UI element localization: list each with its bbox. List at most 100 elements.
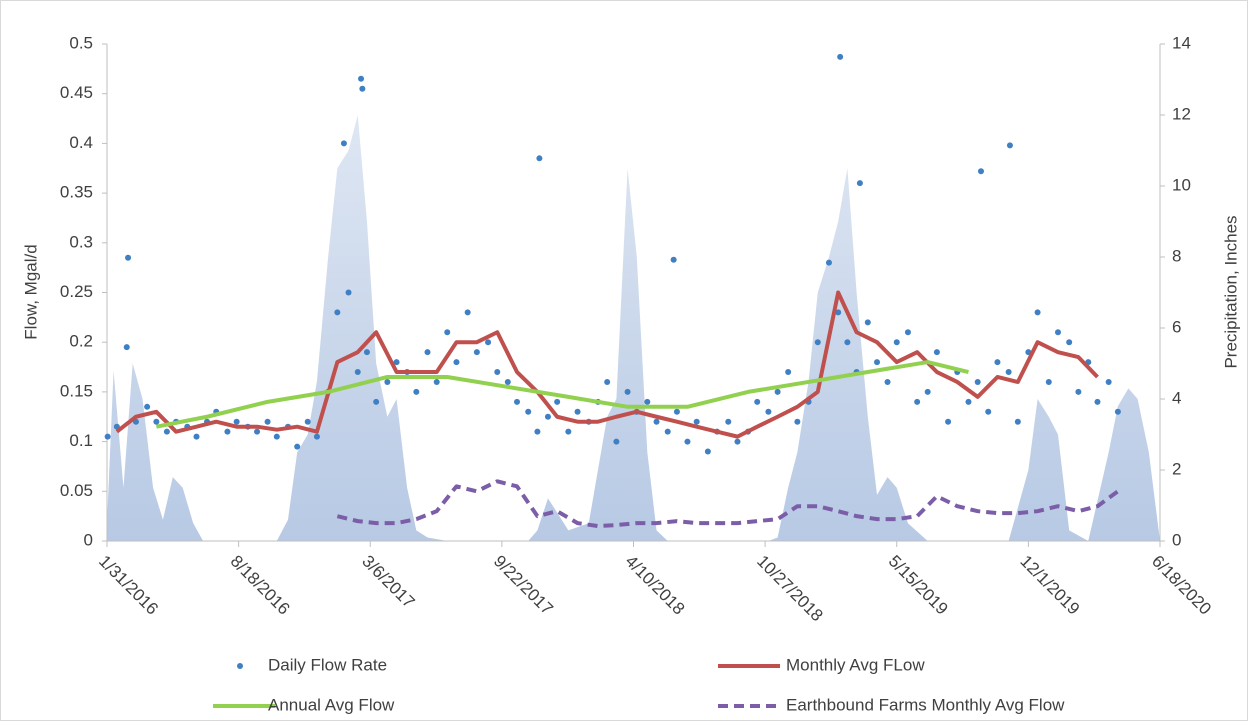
y2-tick-label: 0 — [1172, 530, 1181, 549]
flow-point — [393, 359, 400, 366]
flow-point — [874, 359, 881, 366]
y2-tick-label: 4 — [1172, 388, 1181, 407]
flow-point — [965, 398, 972, 405]
flow-point — [123, 344, 130, 351]
flow-point — [914, 398, 921, 405]
y2-tick-label: 2 — [1172, 459, 1181, 478]
precipitation-area — [107, 115, 1160, 541]
flow-point — [844, 339, 851, 346]
flow-point — [504, 378, 511, 385]
y2-tick-label: 10 — [1172, 175, 1191, 194]
flow-point — [514, 398, 521, 405]
flow-point — [125, 254, 132, 261]
flow-point — [294, 443, 301, 450]
flow-point — [565, 428, 572, 435]
flow-point — [856, 180, 863, 187]
flow-point — [924, 388, 931, 395]
flow-point — [264, 418, 271, 425]
flow-point — [613, 438, 620, 445]
series-line — [336, 479, 1120, 529]
flow-point — [734, 438, 741, 445]
flow-point — [835, 309, 842, 316]
flow-point — [1105, 378, 1112, 385]
flow-point — [363, 349, 370, 356]
flow-point — [933, 349, 940, 356]
flow-point — [785, 369, 792, 376]
y-axis-title: Flow, Mgal/d — [21, 244, 40, 339]
y-tick-label: 0.3 — [69, 232, 93, 251]
flow-point — [444, 329, 451, 336]
legend-label: Earthbound Farms Monthly Avg Flow — [786, 695, 1065, 714]
flow-point — [358, 75, 365, 82]
flow-point — [525, 408, 532, 415]
y-tick-label: 0.15 — [60, 381, 93, 400]
flow-point — [254, 428, 261, 435]
legend-label: Monthly Avg FLow — [786, 655, 925, 674]
flow-point — [1045, 378, 1052, 385]
flow-point — [413, 388, 420, 395]
flow-point — [334, 309, 341, 316]
flow-point — [313, 433, 320, 440]
flow-point — [994, 359, 1001, 366]
flow-point — [693, 418, 700, 425]
y2-tick-label: 6 — [1172, 317, 1181, 336]
y-tick-label: 0 — [84, 530, 93, 549]
flow-point — [794, 418, 801, 425]
flow-point — [544, 413, 551, 420]
flow-point — [485, 339, 492, 346]
flow-point — [574, 408, 581, 415]
flow-point — [977, 168, 984, 175]
flow-point — [664, 428, 671, 435]
legend-label: Daily Flow Rate — [268, 655, 387, 674]
legend-label: Annual Avg Flow — [268, 695, 395, 714]
flow-point — [193, 433, 200, 440]
flow-point — [837, 53, 844, 60]
flow-point — [765, 408, 772, 415]
flow-point — [144, 403, 151, 410]
flow-point — [1005, 369, 1012, 376]
flow-point — [233, 418, 240, 425]
flow-point — [864, 319, 871, 326]
flow-point — [384, 378, 391, 385]
flow-point — [536, 155, 543, 162]
y2-tick-label: 12 — [1172, 104, 1191, 123]
flow-point — [224, 428, 231, 435]
y-tick-label: 0.2 — [69, 332, 93, 351]
flow-point — [373, 398, 380, 405]
flow-point — [424, 349, 431, 356]
y-tick-label: 0.25 — [60, 282, 93, 301]
legend-marker — [237, 663, 243, 669]
flow-point — [464, 309, 471, 316]
flow-point — [494, 369, 501, 376]
flow-point — [644, 398, 651, 405]
flow-point — [653, 418, 660, 425]
y-tick-label: 0.5 — [69, 33, 93, 52]
flow-point — [554, 398, 561, 405]
flow-point — [904, 329, 911, 336]
flow-point — [945, 418, 952, 425]
y2-tick-label: 14 — [1172, 33, 1191, 52]
flow-point — [814, 339, 821, 346]
flow-point — [345, 289, 352, 296]
flow-point — [604, 378, 611, 385]
y2-axis-title: Precipitation, Inches — [1221, 215, 1240, 368]
flow-point — [1034, 309, 1041, 316]
y-tick-label: 0.35 — [60, 183, 93, 202]
flow-point — [974, 378, 981, 385]
flow-point — [985, 408, 992, 415]
flow-point — [163, 428, 170, 435]
flow-point — [273, 433, 280, 440]
flow-point — [1114, 408, 1121, 415]
flow-point — [1014, 418, 1021, 425]
y2-tick-label: 8 — [1172, 246, 1181, 265]
flow-point — [534, 428, 541, 435]
flow-point — [884, 378, 891, 385]
flow-point — [453, 359, 460, 366]
flow-point — [354, 369, 361, 376]
series-line — [155, 360, 969, 429]
flow-point — [893, 339, 900, 346]
flow-point — [825, 259, 832, 266]
flow-point — [624, 388, 631, 395]
flow-point — [684, 438, 691, 445]
